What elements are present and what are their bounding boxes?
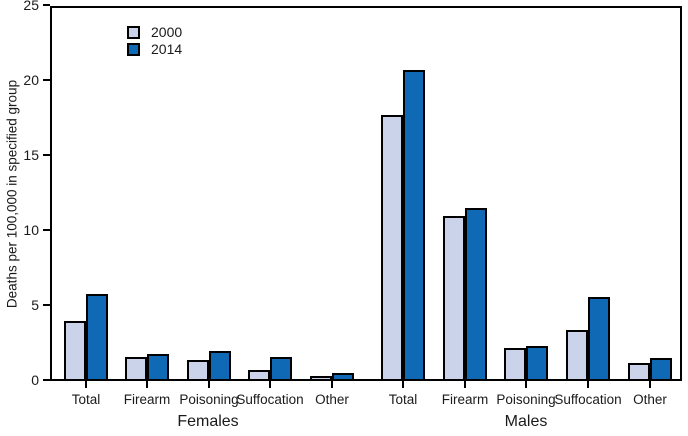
x-category-label-females-firearm: Firearm [123, 392, 171, 407]
x-tick [85, 381, 87, 388]
y-tick [43, 4, 50, 6]
y-axis-title: Deaths per 100,000 in specified group [4, 79, 20, 309]
x-category-label-males-poisoning: Poisoning [496, 392, 556, 407]
y-tick [43, 79, 50, 81]
legend-item-2000: 2000 [127, 24, 183, 40]
bar-males-firearm-2000 [443, 216, 465, 381]
group-label-males: Males [504, 413, 548, 430]
bar-males-suffocation-2014 [588, 297, 610, 381]
x-category-label-males-total: Total [388, 392, 418, 407]
bar-females-other-2014 [332, 373, 354, 381]
bar-females-poisoning-2000 [187, 360, 209, 381]
y-tick-label: 0 [31, 372, 39, 388]
legend-swatch-2014 [127, 43, 140, 56]
legend-label-2000: 2000 [151, 24, 183, 40]
bar-females-other-2000 [310, 376, 332, 381]
x-category-label-males-other: Other [633, 392, 667, 407]
legend-item-2014: 2014 [127, 41, 183, 57]
bar-males-total-2014 [403, 70, 425, 381]
bar-females-total-2000 [64, 321, 86, 381]
x-tick [269, 381, 271, 388]
legend-swatch-2000 [127, 26, 140, 39]
x-category-label-females-suffocation: Suffocation [236, 392, 304, 407]
x-category-label-females-poisoning: Poisoning [179, 392, 239, 407]
bar-males-total-2000 [381, 115, 403, 381]
bar-females-suffocation-2014 [270, 357, 292, 381]
bar-males-poisoning-2014 [526, 346, 548, 381]
x-tick [464, 381, 466, 388]
bar-females-firearm-2014 [147, 354, 169, 381]
x-tick [525, 381, 527, 388]
legend-label-2014: 2014 [151, 41, 183, 57]
bar-males-firearm-2014 [465, 208, 487, 381]
y-tick-label: 15 [23, 147, 39, 163]
x-category-label-males-firearm: Firearm [441, 392, 489, 407]
legend: 2000 2014 [127, 24, 183, 60]
x-category-label-females-other: Other [315, 392, 349, 407]
x-category-label-females-total: Total [71, 392, 101, 407]
x-category-label-males-suffocation: Suffocation [554, 392, 622, 407]
bar-males-other-2000 [628, 363, 650, 381]
bar-females-firearm-2000 [125, 357, 147, 381]
bar-males-other-2014 [650, 358, 672, 381]
group-label-females: Females [177, 413, 239, 430]
y-tick-label: 10 [23, 222, 39, 238]
y-tick [43, 229, 50, 231]
plot-area [50, 6, 682, 381]
y-tick [43, 154, 50, 156]
x-tick [649, 381, 651, 388]
x-tick [331, 381, 333, 388]
y-tick-label: 20 [23, 72, 39, 88]
bar-males-suffocation-2000 [566, 330, 588, 381]
x-tick [146, 381, 148, 388]
bar-females-total-2014 [86, 294, 108, 381]
y-tick [43, 379, 50, 381]
y-tick-label: 5 [31, 297, 39, 313]
bar-females-poisoning-2014 [209, 351, 231, 381]
x-tick [402, 381, 404, 388]
bar-males-poisoning-2000 [504, 348, 526, 381]
y-tick-label: 25 [23, 0, 39, 13]
x-tick [587, 381, 589, 388]
y-tick [43, 304, 50, 306]
x-tick [208, 381, 210, 388]
bar-females-suffocation-2000 [248, 370, 270, 381]
